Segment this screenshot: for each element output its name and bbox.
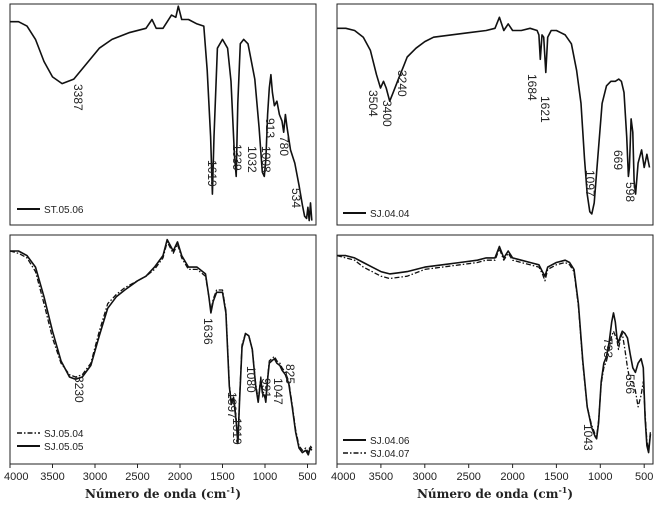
peak-label: 1008 bbox=[259, 146, 273, 173]
panel-frame-bottom-left bbox=[9, 234, 317, 465]
x-tick-label: 2000 bbox=[500, 471, 524, 483]
x-tick-label: 4000 bbox=[331, 471, 355, 483]
legend-label: SJ.05.04 bbox=[44, 429, 84, 440]
peak-label: 780 bbox=[277, 136, 291, 156]
peak-label: 3230 bbox=[72, 376, 86, 403]
x-tick-label: 2000 bbox=[168, 471, 192, 483]
panel-frame-top-left bbox=[9, 3, 317, 226]
peak-label: 1621 bbox=[538, 96, 552, 123]
peak-label: 536 bbox=[623, 374, 637, 394]
spectrum-group-top-right bbox=[337, 16, 651, 215]
peak-label: 913 bbox=[263, 118, 277, 138]
peak-label: 991 bbox=[259, 378, 273, 398]
peak-label: 3387 bbox=[71, 84, 85, 111]
x-axis-right: 4000 3500 3000 2500 2000 1500 1000 500 bbox=[331, 464, 653, 483]
x-tick-label: 3000 bbox=[83, 471, 107, 483]
x-tick-label: 3500 bbox=[369, 471, 393, 483]
peak-label: 825 bbox=[283, 364, 297, 384]
peak-label: 3504 bbox=[366, 90, 380, 117]
peak-label: 1339 bbox=[230, 144, 244, 171]
spectrum-line-st-05-06 bbox=[10, 5, 313, 222]
peak-label: 793 bbox=[601, 338, 615, 358]
x-tick-label: 1000 bbox=[253, 471, 277, 483]
spectrum-line-sj-04-04 bbox=[337, 16, 651, 215]
spectrum-line-sj-05-05 bbox=[10, 238, 313, 456]
legend-label: SJ.04.07 bbox=[370, 449, 410, 460]
x-tick-label: 3000 bbox=[413, 471, 437, 483]
x-tick-label: 500 bbox=[635, 471, 653, 483]
x-axis-left: 4000 3500 3000 2500 2000 1500 1000 500 bbox=[4, 464, 317, 483]
spectrum-group-bottom-right bbox=[336, 245, 652, 454]
peak-label: 1684 bbox=[525, 74, 539, 101]
x-tick-label: 2500 bbox=[456, 471, 480, 483]
peak-label: 1047 bbox=[271, 378, 285, 405]
peak-label: 3400 bbox=[380, 100, 394, 127]
peak-label: 669 bbox=[611, 150, 625, 170]
peak-label: 534 bbox=[289, 188, 303, 208]
legend-label: SJ.05.05 bbox=[44, 442, 84, 453]
x-tick-label: 1000 bbox=[588, 471, 612, 483]
peak-label: 598 bbox=[623, 182, 637, 202]
legend-label: ST.05.06 bbox=[44, 205, 84, 216]
peak-label: 1080 bbox=[244, 366, 258, 393]
spectrum-group-bottom-left bbox=[9, 238, 313, 456]
peak-label: 1319 bbox=[230, 418, 244, 445]
legend-label: SJ.04.06 bbox=[370, 436, 410, 447]
x-tick-label: 1500 bbox=[210, 471, 234, 483]
peak-label: 1397 bbox=[225, 392, 239, 419]
spectrum-line-sj-04-07 bbox=[336, 248, 652, 451]
peak-label: 3240 bbox=[395, 70, 409, 97]
x-tick-label: 500 bbox=[298, 471, 316, 483]
peak-label: 1097 bbox=[583, 170, 597, 197]
x-tick-label: 2500 bbox=[125, 471, 149, 483]
x-axis-title: Número de onda (cm-1) bbox=[417, 485, 573, 501]
x-tick-label: 4000 bbox=[4, 471, 28, 483]
spectrum-group-top-left bbox=[10, 5, 313, 222]
panel-frame-bottom-right bbox=[336, 234, 654, 465]
peak-label: 1043 bbox=[581, 424, 595, 451]
peak-label: 1636 bbox=[201, 318, 215, 345]
spectrum-line-sj-04-06 bbox=[337, 245, 652, 454]
x-axis-title: Número de onda (cm-1) bbox=[85, 485, 241, 501]
x-tick-label: 1500 bbox=[544, 471, 568, 483]
legend-label: SJ.04.04 bbox=[370, 209, 410, 220]
x-tick-label: 3500 bbox=[40, 471, 64, 483]
peak-label: 1032 bbox=[245, 146, 259, 173]
panel-frame-top-right bbox=[336, 3, 654, 226]
spectrum-line-sj-05-04 bbox=[9, 241, 313, 454]
peak-label: 1619 bbox=[205, 160, 219, 187]
